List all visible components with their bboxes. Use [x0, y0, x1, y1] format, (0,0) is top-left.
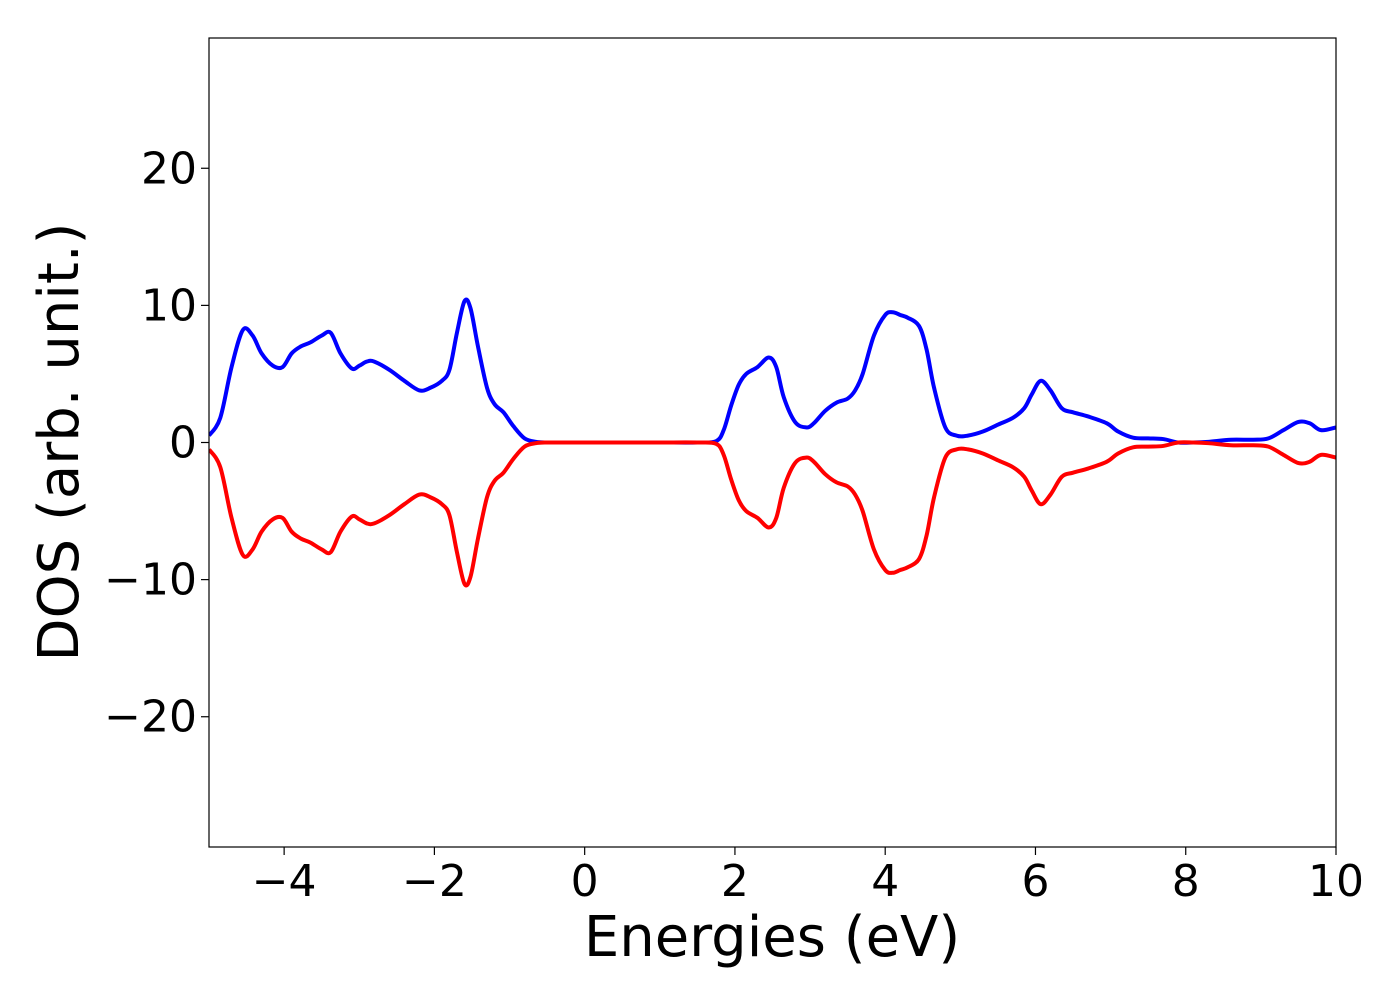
plot-background [209, 38, 1336, 847]
y-tick-label: 10 [141, 280, 197, 331]
y-tick-label: 20 [141, 143, 197, 194]
x-tick-label: 8 [1172, 856, 1200, 907]
x-tick-label: −2 [402, 856, 467, 907]
x-tick-label: 0 [571, 856, 599, 907]
x-tick-label: 4 [871, 856, 899, 907]
y-axis-ticks: −20 −10 0 10 20 [104, 143, 209, 743]
x-axis-ticks: −4 −2 0 2 4 6 8 10 [252, 847, 1364, 907]
series-layer [209, 297, 1336, 588]
dos-line-red [209, 440, 1336, 588]
x-tick-label: −4 [252, 856, 317, 907]
x-tick-label: 6 [1021, 856, 1049, 907]
y-tick-label: 0 [169, 418, 197, 469]
y-tick-label: −20 [104, 692, 197, 743]
y-axis-title: DOS (arb. unit.) [27, 222, 92, 661]
dos-line-blue [209, 297, 1336, 445]
x-tick-label: 2 [721, 856, 749, 907]
x-tick-label: 10 [1308, 856, 1364, 907]
y-tick-label: −10 [104, 555, 197, 606]
x-axis-title: Energies (eV) [584, 905, 960, 970]
